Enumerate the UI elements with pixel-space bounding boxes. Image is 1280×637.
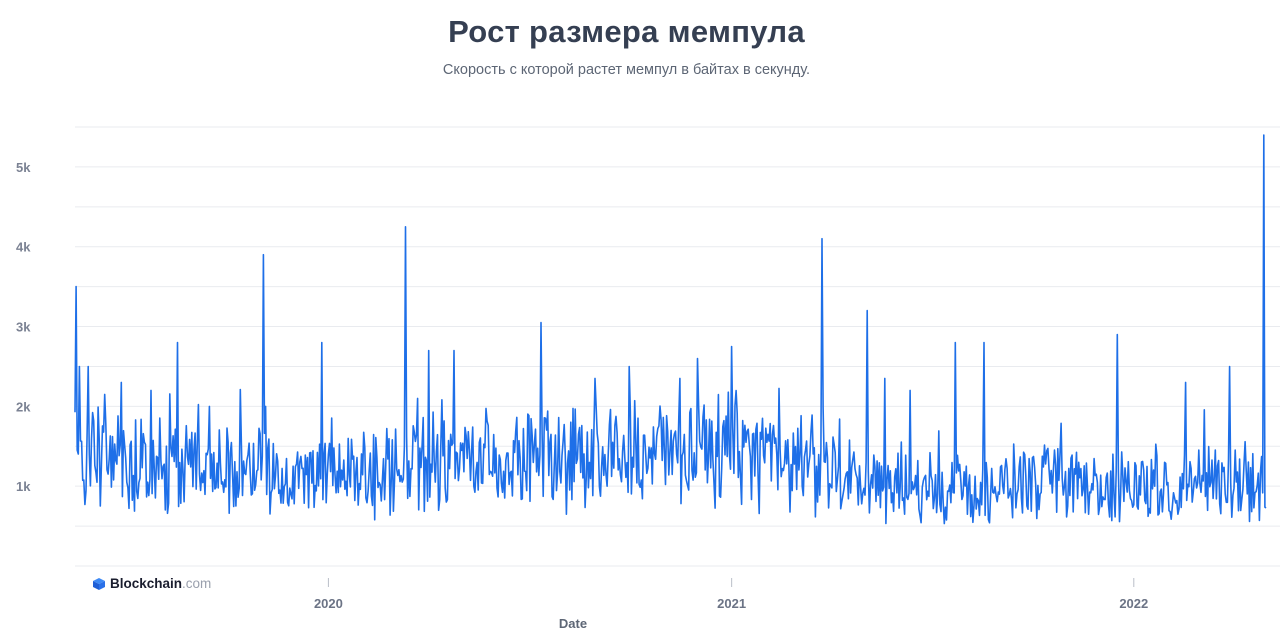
chart-title: Рост размера мемпула [448,14,805,49]
y-tick-label: 4k [16,240,31,255]
brand-name: Blockchain [110,576,183,591]
y-tick-label: 5k [16,160,31,175]
x-tick-label: 2021 [717,596,746,611]
x-tick-label: 2020 [314,596,343,611]
x-tick-label: 2022 [1119,596,1148,611]
y-tick-label: 2k [16,399,31,414]
x-axis: 2020 2021 2022 [314,578,1148,611]
y-tick-label: 1k [16,479,31,494]
brand-logo[interactable]: Blockchain .com [92,576,211,591]
chart-subtitle: Скорость с которой растет мемпул в байта… [442,62,811,78]
series-line [74,134,1267,525]
y-axis: 1k 2k 3k 4k 5k [16,160,31,494]
blockchain-cube-icon [93,577,105,590]
y-tick-label: 3k [16,320,31,335]
gridlines [75,126,1280,567]
x-axis-label: Date [559,616,587,631]
brand-suffix: .com [182,576,212,591]
